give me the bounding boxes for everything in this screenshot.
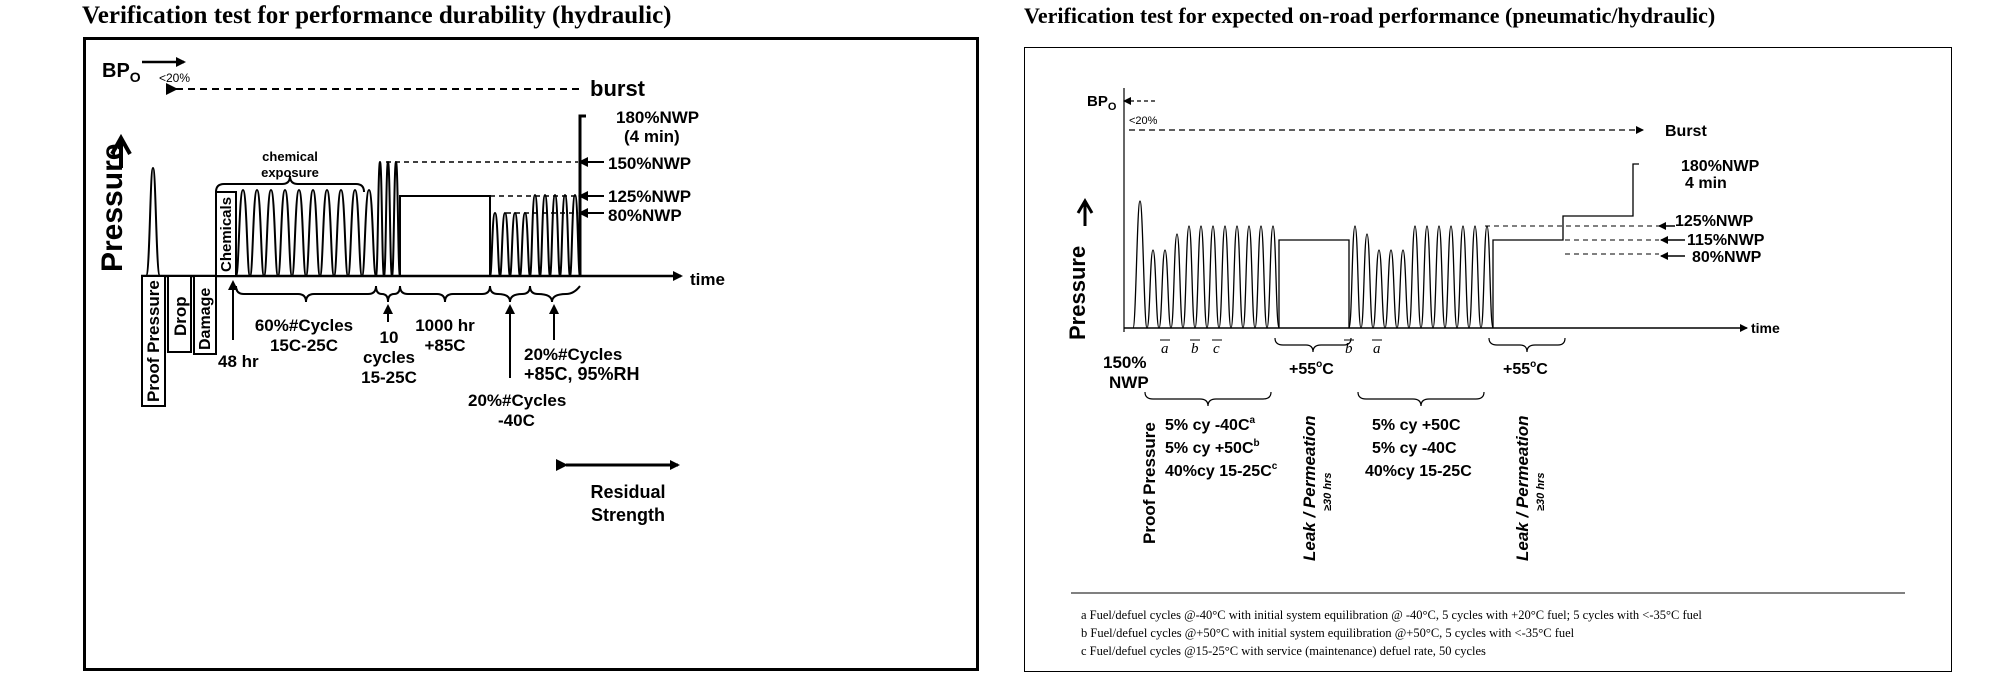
r-burst-label: Burst xyxy=(1665,123,1707,140)
hot-humid-cycles xyxy=(529,193,581,278)
drop-box xyxy=(167,275,192,353)
r-nwp150-2: NWP xyxy=(1109,373,1149,392)
r-leak-label-2: Leak / Permeation xyxy=(1513,415,1532,561)
pressure-up-arrow-icon xyxy=(110,133,132,168)
hold-1000hr xyxy=(399,195,491,276)
48hr-label: 48 hr xyxy=(218,352,259,371)
r-g2-line1: 5% cy +50C xyxy=(1372,417,1461,434)
r-leak-hold-1 xyxy=(1278,239,1350,328)
nwp125-label: 125%NWP xyxy=(608,187,691,206)
r-cycles-group2 xyxy=(1348,225,1494,329)
chemicals-box xyxy=(215,191,237,277)
pressure-axis-label: Pressure xyxy=(96,144,129,272)
lt20-label: <20% xyxy=(159,71,190,85)
cyc20a-label-1: 20%#Cycles xyxy=(468,391,566,410)
right-diagram-panel: BPO <20% Burst Pressure time 180%NWP 4 m… xyxy=(1024,47,1952,672)
cyc60-label-2: 15C-25C xyxy=(270,336,338,355)
r-lt20-label: <20% xyxy=(1129,115,1158,127)
brace-60 xyxy=(235,285,377,303)
drop-label: Drop xyxy=(171,296,190,336)
r-proof-pressure-label: Proof Pressure xyxy=(1140,422,1159,544)
cyc10-label-3: 15-25C xyxy=(361,368,417,387)
r-footnote-b: b Fuel/defuel cycles @+50°C with initial… xyxy=(1081,626,1575,640)
damage-label: Damage xyxy=(197,288,214,350)
right-title: Verification test for expected on-road p… xyxy=(1024,3,1716,28)
r-leak-hold-2 xyxy=(1492,163,1639,328)
h1000-label-2: +85C xyxy=(424,336,465,355)
r-leak-label-1: Leak / Permeation xyxy=(1300,415,1319,561)
r-hrs-label-2: ≥30 hrs xyxy=(1535,473,1547,511)
r-nwp150-1: 150% xyxy=(1103,353,1146,372)
r-nwp80-label: 80%NWP xyxy=(1692,249,1762,266)
chemical-cycles xyxy=(235,188,377,278)
r-time-label: time xyxy=(1751,320,1780,336)
brace-cold xyxy=(489,285,531,303)
r-pressure-up-arrow-icon xyxy=(1076,198,1094,226)
r-brace-g1 xyxy=(1144,391,1272,407)
burst-label: burst xyxy=(590,76,646,101)
nwp80-label: 80%NWP xyxy=(608,206,682,225)
r-letter-b2: b xyxy=(1345,341,1353,357)
ten-cycles xyxy=(375,160,401,278)
damage-box xyxy=(193,275,217,355)
cyc20b-label-1: 20%#Cycles xyxy=(524,345,622,364)
r-letter-a1: a xyxy=(1161,341,1169,357)
cyc20b-label-2: +85C, 95%RH xyxy=(524,364,640,384)
r-g1-line1: 5% cy -40Ca xyxy=(1165,415,1256,434)
cyc20a-label-2: -40C xyxy=(498,411,535,430)
r-g1-line3: 40%cy 15-25Cc xyxy=(1165,461,1278,480)
proof-pressure-label: Proof Pressure xyxy=(144,280,163,402)
left-title: Verification test for performance durabi… xyxy=(82,2,672,29)
brace-1000 xyxy=(399,285,491,303)
r-letter-a2: a xyxy=(1373,341,1381,357)
r-nwp180-label: 180%NWP xyxy=(1681,158,1760,175)
cyc10-label-2: cycles xyxy=(363,348,415,367)
chemical-label-2: exposure xyxy=(261,165,319,180)
r-t55-1: +55oC xyxy=(1289,359,1334,378)
r-t55-2: +55oC xyxy=(1503,359,1548,378)
r-brace-55-1 xyxy=(1274,337,1352,353)
chemical-label-1: chemical xyxy=(262,149,318,164)
r-brace-55-2 xyxy=(1488,337,1566,353)
r-nwp115-label: 115%NWP xyxy=(1687,232,1765,249)
cold-cycles xyxy=(489,211,531,278)
r-brace-g2 xyxy=(1357,391,1485,407)
r-g1-line2: 5% cy +50Cb xyxy=(1165,438,1260,457)
right-diagram: BPO <20% Burst Pressure time 180%NWP 4 m… xyxy=(1065,88,1905,658)
r-g2-line3: 40%cy 15-25C xyxy=(1365,463,1472,480)
cyc10-label-1: 10 xyxy=(380,328,399,347)
nwp180-label: 180%NWP xyxy=(616,108,699,127)
r-pressure-label: Pressure xyxy=(1065,246,1090,340)
nwp150-label: 150%NWP xyxy=(608,154,691,173)
r-footnote-c: c Fuel/defuel cycles @15-25°C with servi… xyxy=(1081,644,1486,658)
r-bpo-label: BPO xyxy=(1087,93,1117,113)
r-nwp180-sub: 4 min xyxy=(1685,175,1727,192)
brace-10 xyxy=(375,285,401,303)
residual-label-2: Strength xyxy=(591,505,665,525)
h1000-label-1: 1000 hr xyxy=(415,316,475,335)
proof-spike xyxy=(145,166,161,277)
bpo-label: BPO xyxy=(102,60,141,85)
r-letter-c1: c xyxy=(1213,341,1220,357)
burst-ramp xyxy=(578,114,586,276)
left-diagram-panel: BPO <20% burst Pressure time Proof Press… xyxy=(83,37,979,671)
chemicals-label: Chemicals xyxy=(218,197,235,272)
chemical-exposure-brace xyxy=(215,175,365,193)
r-nwp125-label: 125%NWP xyxy=(1675,213,1754,230)
time-axis-label: time xyxy=(690,270,725,289)
cyc60-label-1: 60%#Cycles xyxy=(255,316,353,335)
left-diagram: BPO <20% burst Pressure time Proof Press… xyxy=(96,57,725,525)
r-g2-line2: 5% cy -40C xyxy=(1372,440,1457,457)
proof-pressure-box xyxy=(141,275,166,407)
r-hrs-label-1: ≥30 hrs xyxy=(1322,473,1334,511)
brace-hot xyxy=(529,285,581,303)
r-cycles-group1 xyxy=(1146,225,1280,329)
r-letter-b1: b xyxy=(1191,341,1199,357)
r-footnote-a: a Fuel/defuel cycles @-40°C with initial… xyxy=(1081,608,1702,622)
r-proof-spike xyxy=(1132,200,1148,329)
nwp180-sub: (4 min) xyxy=(624,127,680,146)
residual-label-1: Residual xyxy=(590,482,665,502)
